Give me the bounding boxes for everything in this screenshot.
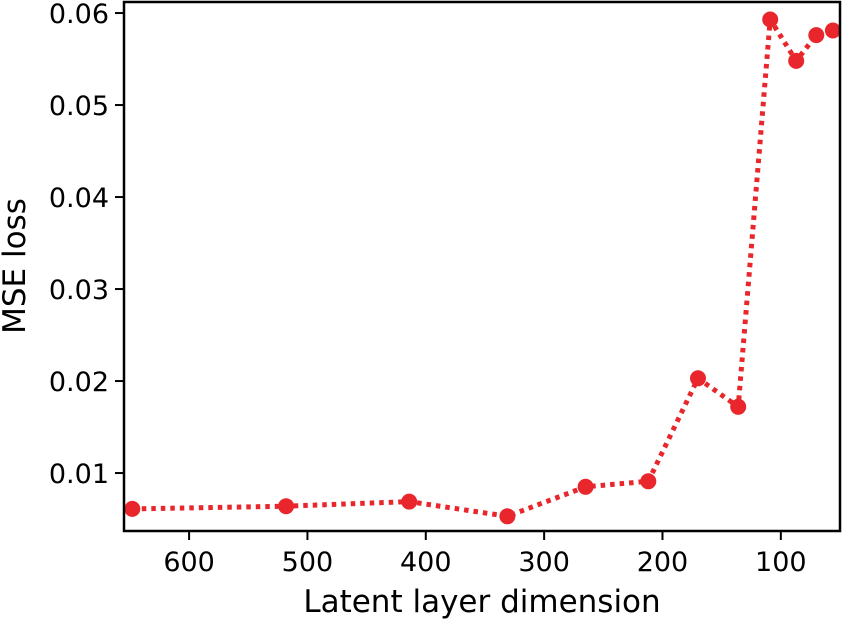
data-point: [278, 498, 295, 515]
axis-ticks: 600 500 400 300 200 100 0.01 0.02 0.03 0.04 0.05 0.…: [49, 0, 807, 578]
y-tick-label: 0.04: [49, 183, 109, 214]
y-tick-label: 0.03: [49, 275, 109, 306]
y-tick-label: 0.02: [49, 367, 109, 398]
data-point: [824, 22, 841, 39]
data-point: [762, 11, 779, 28]
series-layer: [124, 11, 841, 525]
data-point: [499, 508, 516, 525]
data-point: [577, 478, 594, 495]
x-tick-label: 200: [637, 547, 689, 578]
y-tick-label: 0.06: [49, 0, 109, 30]
x-axis-label: Latent layer dimension: [303, 584, 660, 620]
y-tick-label: 0.05: [49, 91, 109, 122]
plot-frame: [122, 0, 842, 533]
data-point: [730, 398, 747, 415]
x-tick-label: 500: [282, 547, 334, 578]
series-line: [132, 17, 834, 519]
x-tick-label: 400: [400, 547, 452, 578]
data-point: [788, 52, 805, 69]
data-point: [124, 500, 141, 517]
y-axis-label: MSE loss: [0, 198, 33, 334]
data-point: [690, 370, 706, 387]
x-tick-label: 600: [163, 547, 215, 578]
x-tick-label: 300: [518, 547, 570, 578]
x-tick-label: 100: [755, 547, 807, 578]
y-tick-label: 0.01: [49, 459, 109, 490]
data-point: [808, 27, 825, 44]
data-point: [401, 493, 418, 510]
data-point: [640, 473, 657, 490]
